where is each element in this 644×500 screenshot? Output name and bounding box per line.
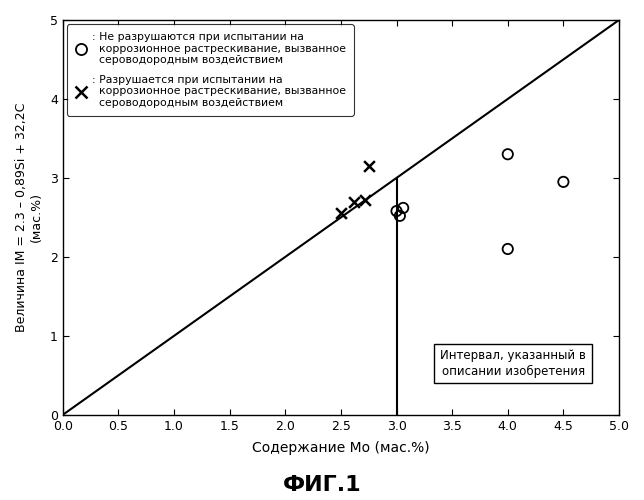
Point	[558, 178, 569, 186]
Point	[395, 212, 405, 220]
Legend: : Не разрушаются при испытании на
  коррозионное растрескивание, вызванное
  сер: : Не разрушаются при испытании на корроз…	[67, 24, 354, 116]
Y-axis label: Величина IM = 2.3 – 0,89Si + 32,2C
(мас.%): Величина IM = 2.3 – 0,89Si + 32,2C (мас.…	[15, 102, 43, 332]
Point	[364, 162, 374, 170]
X-axis label: Содержание Mo (мас.%): Содержание Mo (мас.%)	[252, 441, 430, 455]
Point	[398, 204, 408, 212]
Point	[502, 150, 513, 158]
Point	[336, 210, 346, 218]
Point	[392, 207, 402, 215]
Point	[349, 198, 359, 205]
Polygon shape	[397, 20, 619, 415]
Point	[360, 196, 370, 204]
Point	[502, 245, 513, 253]
Text: ФИГ.1: ФИГ.1	[283, 475, 361, 495]
Text: Интервал, указанный в
описании изобретения: Интервал, указанный в описании изобретен…	[440, 350, 586, 378]
